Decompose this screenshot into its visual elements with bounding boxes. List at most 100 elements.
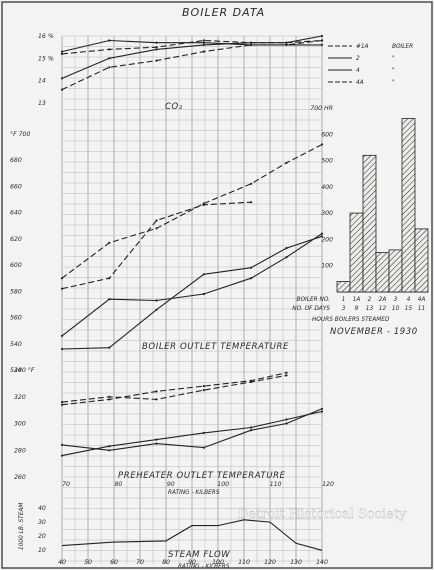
co2-point bbox=[108, 66, 111, 69]
hours-bar-4 bbox=[401, 118, 416, 293]
hours-bar-4A bbox=[414, 228, 429, 293]
co2-point bbox=[60, 50, 64, 53]
preheater-x-tick: 80 bbox=[114, 481, 122, 488]
graph-paper-grid bbox=[61, 35, 323, 564]
boiler-no-label: 4 bbox=[407, 297, 411, 303]
co2-point bbox=[155, 41, 158, 44]
hours-tick-label: 100 bbox=[321, 263, 333, 270]
steam-flow-xlabel: RATING - KILBERS bbox=[178, 564, 230, 570]
co2-point bbox=[320, 39, 324, 42]
boiler-outlet-point bbox=[155, 299, 158, 302]
preheater-point bbox=[202, 385, 205, 388]
steam-flow-line bbox=[61, 519, 323, 551]
boiler-outlet-point bbox=[202, 292, 205, 296]
co2-point bbox=[155, 46, 158, 49]
co2-tick-label: 14 bbox=[38, 78, 46, 85]
hours-bar-1A bbox=[349, 212, 364, 293]
preheater-point bbox=[155, 438, 158, 441]
co2-point bbox=[202, 43, 205, 47]
preheater-point bbox=[285, 418, 288, 421]
days-label: 15 bbox=[405, 306, 413, 312]
boiler-outlet-point bbox=[108, 298, 111, 301]
steam-flow-title: STEAM FLOW bbox=[168, 550, 230, 560]
preheater-tick-label: 300 bbox=[14, 421, 26, 428]
steam-flow-x-tick: 50 bbox=[84, 559, 92, 566]
preheater-y-ticks: 340 °F 320 300 280 260 bbox=[14, 366, 35, 481]
co2-point bbox=[250, 43, 253, 47]
steam-flow-x-tick: 60 bbox=[110, 559, 118, 566]
preheater-tick-label: 260 bbox=[14, 474, 26, 481]
boiler-outlet-point bbox=[155, 219, 158, 222]
legend-suffix: " bbox=[392, 56, 395, 62]
preheater-point bbox=[285, 374, 288, 377]
sheet-title: BOILER DATA bbox=[182, 6, 265, 19]
preheater-chart: 340 °F 320 300 280 260 PREHEATER OUTLET TEMP… bbox=[14, 366, 334, 496]
hours-bars bbox=[336, 118, 429, 293]
steam-flow-y-ticks: 40 30 20 10 bbox=[38, 505, 46, 554]
co2-y-ticks: 16 % 15 % 14 13 bbox=[38, 33, 54, 107]
preheater-point bbox=[108, 449, 111, 452]
preheater-tick-label: 320 bbox=[14, 394, 26, 401]
preheater-point bbox=[108, 398, 111, 401]
boiler-outlet-title: BOILER OUTLET TEMPERATURE bbox=[142, 342, 289, 352]
preheater-point bbox=[320, 410, 324, 413]
boiler-outlet-tick-label: 520 bbox=[10, 367, 22, 374]
boiler-outlet-point bbox=[250, 201, 253, 204]
boiler-outlet-tick-label: 540 bbox=[10, 341, 22, 348]
preheater-line-1 bbox=[61, 372, 287, 406]
preheater-x-tick: 110 bbox=[270, 481, 282, 488]
steam-flow-x-tick: 110 bbox=[238, 559, 250, 566]
boiler-outlet-series bbox=[60, 143, 324, 351]
co2-point bbox=[155, 59, 158, 62]
boiler-outlet-point bbox=[250, 266, 253, 269]
boiler-outlet-point bbox=[155, 308, 158, 311]
preheater-x-tick: 120 bbox=[322, 481, 334, 488]
preheater-point bbox=[250, 379, 253, 382]
steam-flow-tick-label: 40 bbox=[38, 505, 46, 512]
boiler-outlet-point bbox=[285, 256, 288, 259]
boiler-no-label: 1 bbox=[342, 297, 346, 303]
hours-chart-subtitle: NOVEMBER - 1930 bbox=[330, 327, 418, 337]
legend-suffix: " bbox=[392, 68, 395, 74]
co2-point bbox=[250, 41, 253, 44]
preheater-point bbox=[155, 390, 158, 393]
days-label: 10 bbox=[392, 306, 400, 312]
legend-suffix: " bbox=[392, 80, 395, 86]
preheater-line-0 bbox=[61, 374, 287, 403]
co2-point bbox=[108, 57, 111, 60]
co2-tick-label: 13 bbox=[38, 100, 46, 107]
preheater-point bbox=[108, 395, 111, 398]
hours-bar-2A bbox=[375, 252, 390, 293]
hours-bar-2 bbox=[362, 154, 377, 293]
co2-label: CO₂ bbox=[165, 102, 183, 112]
boiler-outlet-point bbox=[60, 334, 64, 337]
steam-flow-series bbox=[61, 519, 323, 551]
preheater-tick-label: 280 bbox=[14, 447, 26, 454]
hours-tick-label: 200 bbox=[321, 236, 333, 243]
preheater-series bbox=[60, 371, 324, 457]
preheater-point bbox=[60, 454, 64, 457]
boiler-outlet-point bbox=[320, 143, 324, 146]
boiler-outlet-point bbox=[155, 227, 158, 230]
co2-series bbox=[60, 34, 324, 91]
co2-point bbox=[60, 52, 64, 56]
steam-flow-ylabel: 1000 LB. STEAM bbox=[19, 503, 25, 550]
preheater-point bbox=[155, 398, 158, 401]
co2-point bbox=[108, 39, 111, 42]
days-label: 9 bbox=[355, 306, 359, 312]
co2-point bbox=[285, 41, 288, 44]
preheater-point bbox=[60, 401, 64, 404]
boiler-outlet-point bbox=[250, 182, 253, 185]
steam-flow-tick-label: 30 bbox=[38, 519, 46, 526]
days-label: 13 bbox=[366, 306, 374, 312]
steam-flow-x-ticks: 40 50 60 70 80 90 100 110 120 130 140 bbox=[58, 559, 328, 566]
boiler-outlet-point bbox=[108, 277, 111, 280]
preheater-x-ticks: 70 80 90 100 110 120 bbox=[62, 481, 334, 488]
steam-flow-x-tick: 120 bbox=[264, 559, 276, 566]
preheater-point bbox=[108, 445, 111, 448]
preheater-title: PREHEATER OUTLET TEMPERATURE bbox=[118, 471, 286, 481]
co2-point bbox=[60, 77, 64, 80]
boiler-outlet-tick-label: 580 bbox=[10, 288, 22, 295]
